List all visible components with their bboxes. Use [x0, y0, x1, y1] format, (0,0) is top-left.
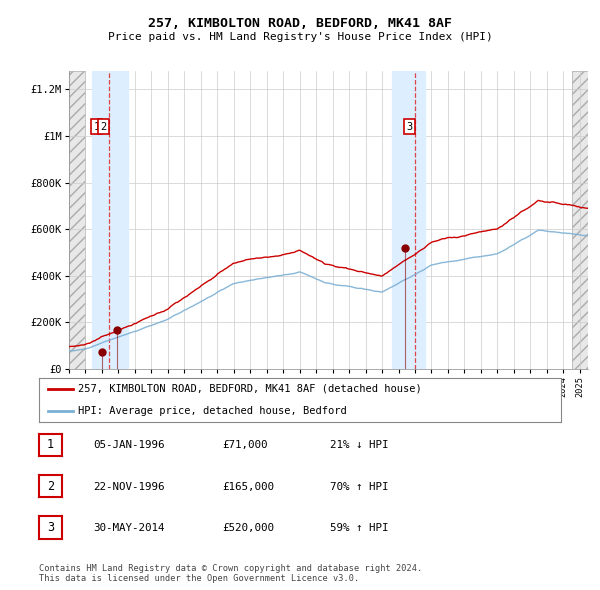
Bar [572, 71, 588, 369]
Text: 3: 3 [47, 521, 54, 534]
Text: 2: 2 [47, 480, 54, 493]
Text: £165,000: £165,000 [222, 482, 274, 491]
Text: 3: 3 [406, 122, 412, 132]
Text: Price paid vs. HM Land Registry's House Price Index (HPI): Price paid vs. HM Land Registry's House … [107, 32, 493, 42]
Text: 70% ↑ HPI: 70% ↑ HPI [330, 482, 389, 491]
Text: 257, KIMBOLTON ROAD, BEDFORD, MK41 8AF: 257, KIMBOLTON ROAD, BEDFORD, MK41 8AF [148, 17, 452, 30]
Text: 05-JAN-1996: 05-JAN-1996 [93, 441, 164, 450]
Text: 1: 1 [47, 438, 54, 451]
Text: Contains HM Land Registry data © Crown copyright and database right 2024.
This d: Contains HM Land Registry data © Crown c… [39, 563, 422, 583]
Text: £520,000: £520,000 [222, 523, 274, 533]
Bar [392, 71, 425, 369]
Text: 1: 1 [94, 122, 100, 132]
Text: 30-MAY-2014: 30-MAY-2014 [93, 523, 164, 533]
Text: £71,000: £71,000 [222, 441, 268, 450]
Text: 2: 2 [100, 122, 106, 132]
Text: 59% ↑ HPI: 59% ↑ HPI [330, 523, 389, 533]
Text: HPI: Average price, detached house, Bedford: HPI: Average price, detached house, Bedf… [78, 406, 347, 416]
Text: 257, KIMBOLTON ROAD, BEDFORD, MK41 8AF (detached house): 257, KIMBOLTON ROAD, BEDFORD, MK41 8AF (… [78, 384, 422, 394]
Bar [92, 71, 128, 369]
Text: 21% ↓ HPI: 21% ↓ HPI [330, 441, 389, 450]
Text: 22-NOV-1996: 22-NOV-1996 [93, 482, 164, 491]
Bar [69, 71, 85, 369]
